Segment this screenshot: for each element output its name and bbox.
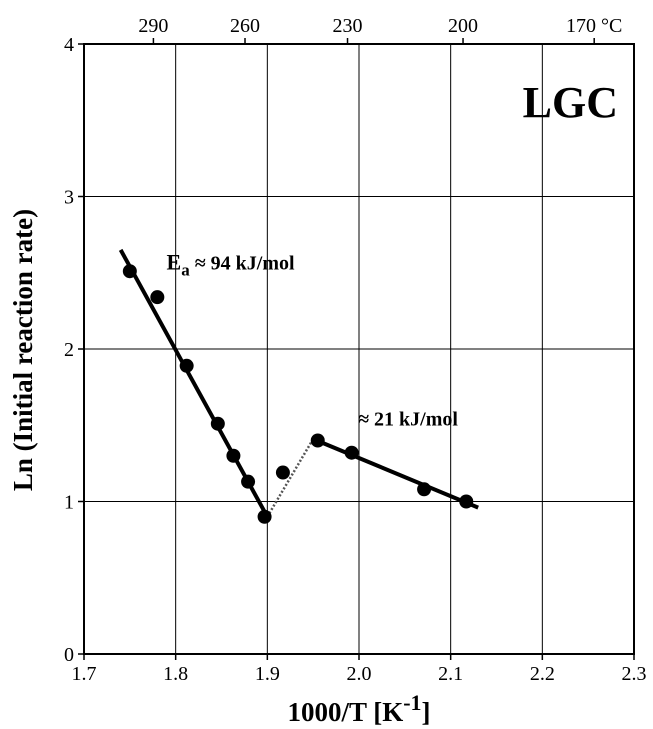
x-tick-label: 2.3 <box>622 663 647 685</box>
data-point <box>241 474 256 489</box>
data-points <box>122 264 474 524</box>
top-tick-label: 290 <box>138 15 168 37</box>
top-celsius-axis: 290 260 230 200 170 °C <box>138 15 622 44</box>
annotations: Ea ≈ 94 kJ/mol ≈ 21 kJ/mol <box>167 250 459 431</box>
data-point <box>179 358 194 373</box>
data-point <box>310 433 325 448</box>
x-tick-label: 2.0 <box>347 663 372 685</box>
activation-energy-label: Ea ≈ 94 kJ/mol <box>167 250 296 280</box>
y-axis-ticks: 0 1 2 3 4 <box>64 34 84 666</box>
activation-energy-label: ≈ 21 kJ/mol <box>358 408 458 430</box>
data-point <box>459 494 474 509</box>
fit-line <box>312 437 479 510</box>
x-tick-label: 1.9 <box>255 663 280 685</box>
y-tick-label: 3 <box>64 187 74 209</box>
data-point <box>275 465 290 480</box>
top-tick-label: 200 <box>448 15 478 37</box>
y-axis-title: Ln (Initial reaction rate) <box>8 209 38 491</box>
panel-label: LGC <box>523 78 618 127</box>
x-tick-label: 1.7 <box>72 663 97 685</box>
fit-lines <box>118 248 479 518</box>
data-point <box>344 445 359 460</box>
transition-dotted-line <box>266 438 315 518</box>
y-tick-label: 2 <box>64 339 74 361</box>
data-point <box>417 482 432 497</box>
data-point <box>226 448 241 463</box>
top-tick-label: 230 <box>333 15 363 37</box>
fit-line <box>118 248 270 518</box>
data-point <box>210 416 225 431</box>
x-tick-label: 2.1 <box>438 663 463 685</box>
x-tick-label: 2.2 <box>530 663 555 685</box>
data-point <box>150 290 165 305</box>
y-tick-label: 4 <box>64 34 74 56</box>
x-axis-title: 1000/T [K-1] <box>287 690 430 727</box>
data-point <box>257 509 272 524</box>
x-axis-ticks: 1.7 1.8 1.9 2.0 2.1 2.2 2.3 <box>72 654 647 685</box>
y-tick-label: 1 <box>64 492 74 514</box>
x-tick-label: 1.8 <box>163 663 188 685</box>
data-point <box>122 264 137 279</box>
grid-lines <box>83 43 635 655</box>
top-tick-label: 170 °C <box>566 15 622 37</box>
y-tick-label: 0 <box>64 644 74 666</box>
top-tick-label: 260 <box>230 15 260 37</box>
